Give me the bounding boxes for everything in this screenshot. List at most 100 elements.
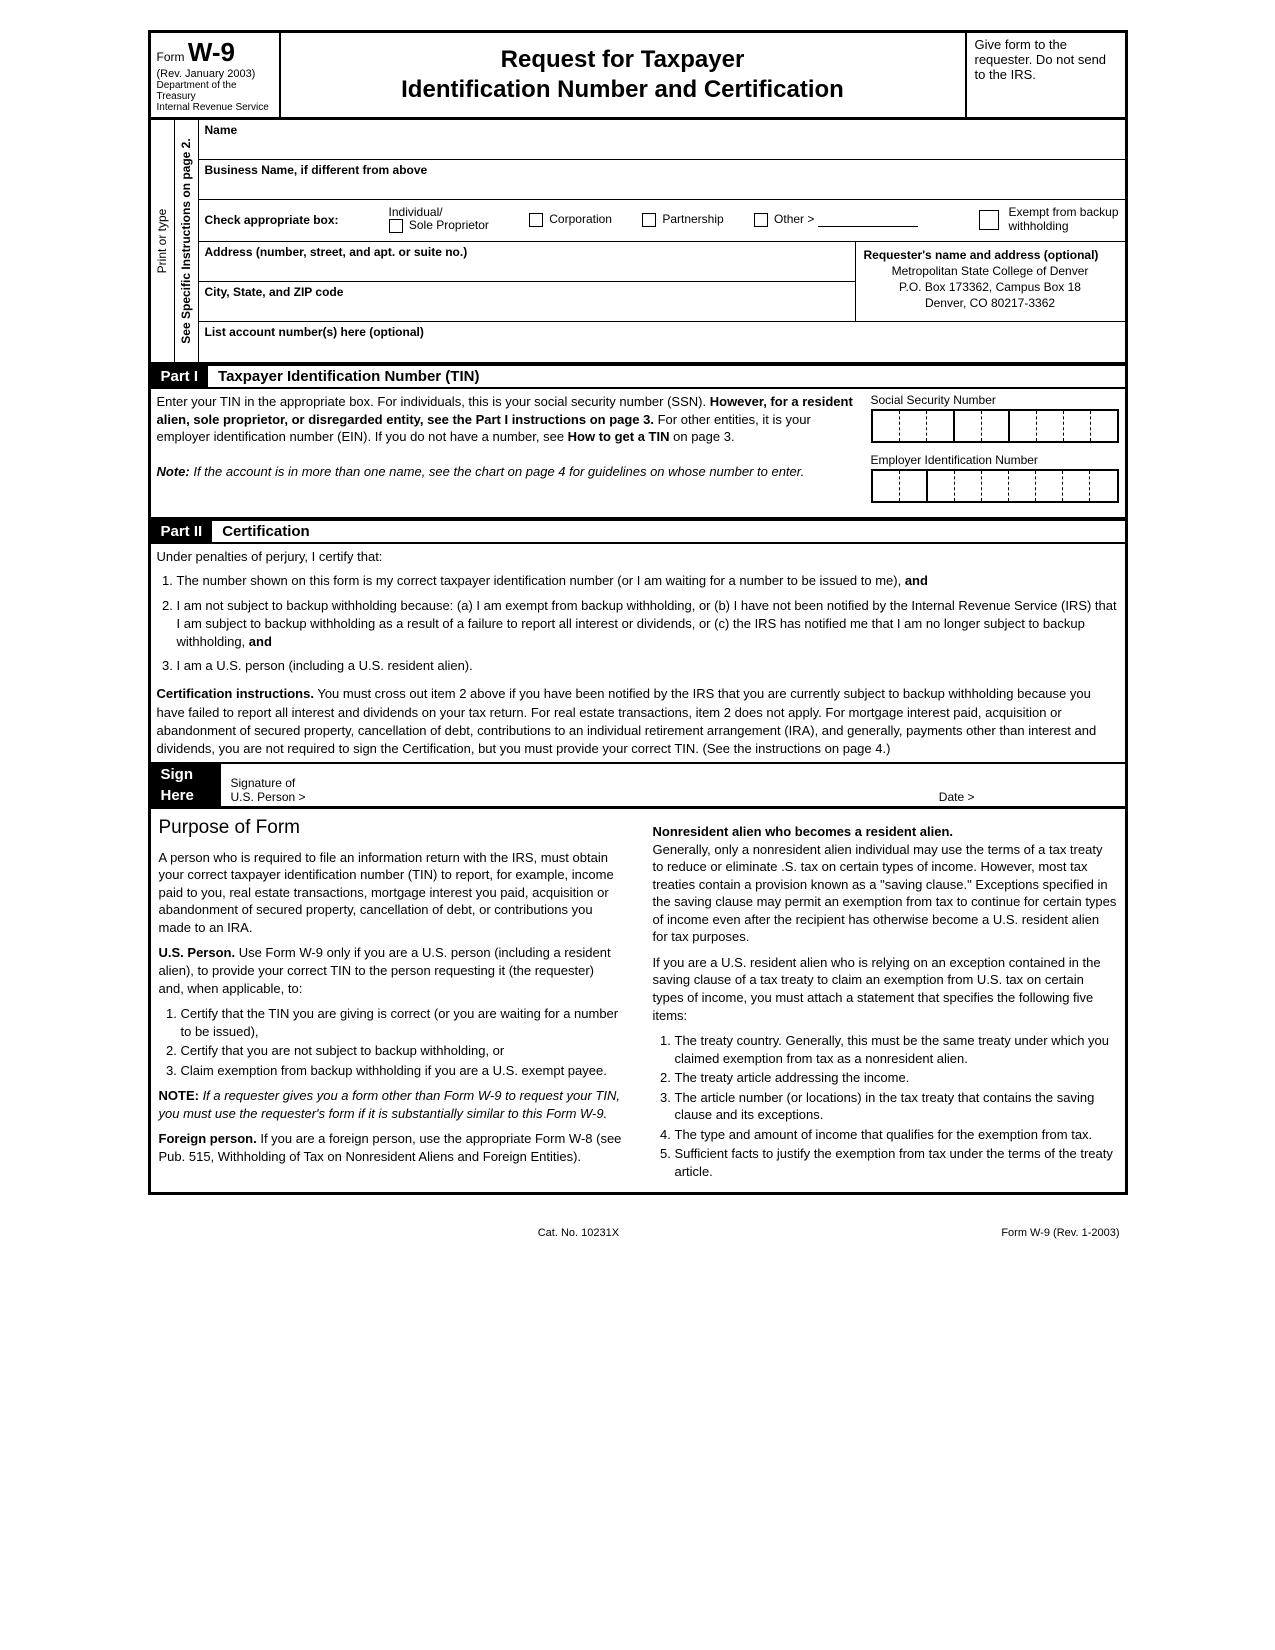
sign-tag-1: Sign [151, 764, 221, 785]
title-line-1: Request for Taxpayer [291, 45, 955, 75]
purpose-col-right: Nonresident alien who becomes a resident… [653, 815, 1117, 1182]
see-instructions-label: See Specific Instructions on page 2. [179, 138, 193, 343]
sidebar-print-or-type: Print or type [151, 120, 175, 362]
tin-note-label: Note: [157, 464, 190, 479]
tin-instructions: Enter your TIN in the appropriate box. F… [151, 389, 865, 517]
part-1-tag: Part I [151, 366, 209, 387]
cat-no: Cat. No. 10231X [538, 1227, 619, 1239]
ssn-label: Social Security Number [871, 393, 1119, 407]
tin-text-howto: How to get a TIN [568, 429, 670, 444]
tin-boxes: Social Security Number Employer Identifi… [865, 389, 1125, 517]
cert-list: The number shown on this form is my corr… [157, 572, 1119, 675]
note-para: NOTE: If a requester gives you a form ot… [159, 1087, 623, 1122]
certification-area: Under penalties of perjury, I certify th… [151, 544, 1125, 764]
purpose-heading: Purpose of Form [159, 815, 623, 841]
form-label: Form [157, 50, 185, 64]
us-item-1: Certify that the TIN you are giving is c… [181, 1005, 623, 1040]
account-numbers-field[interactable]: List account number(s) here (optional) [199, 322, 1125, 362]
nra-item-1: The treaty country. Generally, this must… [675, 1032, 1117, 1067]
ein-input[interactable] [871, 469, 1119, 503]
part-1-bar: Part I Taxpayer Identification Number (T… [151, 364, 1125, 389]
nra-item-3: The article number (or locations) in the… [675, 1089, 1117, 1124]
part-1-title: Taxpayer Identification Number (TIN) [208, 368, 479, 385]
us-person-para: U.S. Person. Use Form W-9 only if you ar… [159, 944, 623, 997]
business-label: Business Name, if different from above [205, 163, 428, 177]
dept-irs: Internal Revenue Service [157, 102, 273, 113]
header: Form W-9 (Rev. January 2003) Department … [151, 33, 1125, 120]
part-2-title: Certification [212, 523, 310, 540]
address-left: Address (number, street, and apt. or sui… [199, 242, 855, 322]
nra-item-5: Sufficient facts to justify the exemptio… [675, 1145, 1117, 1180]
form-w9-page: Form W-9 (Rev. January 2003) Department … [148, 30, 1128, 1195]
address-area: Address (number, street, and apt. or sui… [199, 242, 1125, 322]
address-label: Address (number, street, and apt. or sui… [205, 245, 468, 259]
give-to-requester: Give form to the requester. Do not send … [965, 33, 1125, 117]
exempt-checkbox[interactable] [979, 210, 999, 230]
partnership-checkbox[interactable] [642, 213, 656, 227]
other-line[interactable] [818, 226, 918, 227]
date-label: Date > [939, 790, 1115, 804]
sign-tag-col: Sign Here [151, 764, 221, 806]
footer: Cat. No. 10231X Form W-9 (Rev. 1-2003) [148, 1225, 1128, 1241]
cert-item-3: I am a U.S. person (including a U.S. res… [177, 657, 1119, 675]
exempt-option: Exempt from backupwithholding [979, 206, 1118, 232]
street-address-field[interactable]: Address (number, street, and apt. or sui… [199, 242, 855, 282]
signature-row: Sign Here Signature of U.S. Person > Dat… [151, 764, 1125, 809]
title-line-2: Identification Number and Certification [291, 75, 955, 105]
foreign-para: Foreign person. If you are a foreign per… [159, 1130, 623, 1165]
form-number-box: Form W-9 (Rev. January 2003) Department … [151, 33, 281, 117]
tin-note-body: If the account is in more than one name,… [190, 464, 805, 479]
part-2-bar: Part II Certification [151, 519, 1125, 544]
cert-item-1: The number shown on this form is my corr… [177, 572, 1119, 590]
nra-item-2: The treaty article addressing the income… [675, 1069, 1117, 1087]
other-checkbox[interactable] [754, 213, 768, 227]
business-name-field[interactable]: Business Name, if different from above [199, 160, 1125, 200]
requester-line-3: Denver, CO 80217-3362 [864, 296, 1117, 310]
form-code: W-9 [188, 37, 235, 67]
us-person-list: Certify that the TIN you are giving is c… [159, 1005, 623, 1079]
purpose-col-left: Purpose of Form A person who is required… [159, 815, 623, 1182]
partnership-option: Partnership [642, 212, 724, 227]
entity-type-row: Check appropriate box: Individual/ Sole … [199, 200, 1125, 242]
fields-column: Name Business Name, if different from ab… [199, 120, 1125, 362]
cert-intro: Under penalties of perjury, I certify th… [157, 548, 1119, 566]
requester-address: Requester's name and address (optional) … [855, 242, 1125, 322]
us-item-2: Certify that you are not subject to back… [181, 1042, 623, 1060]
ssn-input[interactable] [871, 409, 1119, 443]
nra-para: Nonresident alien who becomes a resident… [653, 823, 1117, 946]
nra-item-4: The type and amount of income that quali… [675, 1126, 1117, 1144]
requester-label: Requester's name and address (optional) [864, 248, 1117, 262]
name-field[interactable]: Name [199, 120, 1125, 160]
part-2-tag: Part II [151, 521, 213, 542]
tin-area: Enter your TIN in the appropriate box. F… [151, 389, 1125, 519]
purpose-section: Purpose of Form A person who is required… [151, 809, 1125, 1192]
footer-rev: Form W-9 (Rev. 1-2003) [1001, 1227, 1119, 1239]
nra-list: The treaty country. Generally, this must… [653, 1032, 1117, 1180]
dept-treasury: Department of the Treasury [157, 80, 273, 102]
requester-line-1: Metropolitan State College of Denver [864, 264, 1117, 278]
individual-checkbox[interactable] [389, 219, 403, 233]
check-box-label: Check appropriate box: [205, 213, 339, 227]
requester-line-2: P.O. Box 173362, Campus Box 18 [864, 280, 1117, 294]
sidebar-see-instructions: See Specific Instructions on page 2. [175, 120, 199, 362]
cert-item-2: I am not subject to backup withholding b… [177, 597, 1119, 652]
sign-tag-2: Here [151, 785, 221, 806]
title-box: Request for Taxpayer Identification Numb… [281, 33, 965, 117]
tin-text-post2: on page 3. [670, 429, 735, 444]
purpose-p1: A person who is required to file an info… [159, 849, 623, 937]
name-label: Name [205, 123, 238, 137]
city-state-zip-field[interactable]: City, State, and ZIP code [199, 282, 855, 322]
print-or-type-label: Print or type [155, 209, 169, 274]
ein-label: Employer Identification Number [871, 453, 1119, 467]
sig-label-2: U.S. Person > [231, 790, 306, 804]
sig-label-1: Signature of [231, 776, 306, 790]
tin-text-pre: Enter your TIN in the appropriate box. F… [157, 394, 707, 409]
account-label: List account number(s) here (optional) [205, 325, 424, 339]
corporation-checkbox[interactable] [529, 213, 543, 227]
signature-body[interactable]: Signature of U.S. Person > Date > [221, 764, 1125, 806]
other-option: Other > [754, 212, 918, 227]
cert-instructions: Certification instructions. You must cro… [157, 685, 1119, 758]
form-rev: (Rev. January 2003) [157, 68, 273, 80]
individual-option: Individual/ Sole Proprietor [389, 206, 489, 233]
city-label: City, State, and ZIP code [205, 285, 344, 299]
